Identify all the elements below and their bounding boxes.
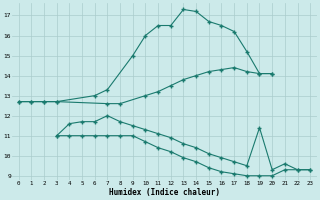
X-axis label: Humidex (Indice chaleur): Humidex (Indice chaleur) (109, 188, 220, 197)
